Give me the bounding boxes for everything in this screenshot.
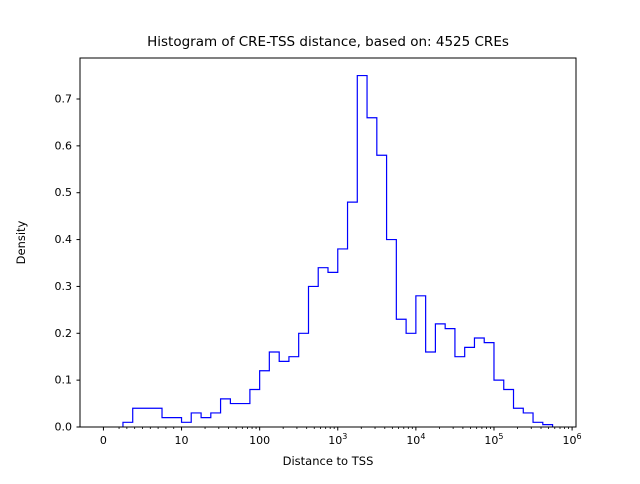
y-tick-label: 0.0 xyxy=(55,421,73,434)
y-tick-label: 0.6 xyxy=(55,139,73,152)
plot-area: 0 10 100 103 104 105 106 0.0 0.1 0.2 0.3 0.4 0.5 0.6 0… xyxy=(55,57,582,447)
x-tick-label: 104 xyxy=(406,432,425,447)
y-tick-label: 0.4 xyxy=(55,233,73,246)
plot-border xyxy=(79,57,577,428)
chart-title: Histogram of CRE-TSS distance, based on:… xyxy=(147,34,509,50)
y-tick-label: 0.2 xyxy=(55,327,73,340)
y-axis-label: Density xyxy=(14,220,28,264)
y-tick-label: 0.1 xyxy=(55,374,73,387)
histogram-step-line xyxy=(122,74,554,427)
y-tick-label: 0.7 xyxy=(55,93,73,106)
y-tick-label: 0.3 xyxy=(55,280,73,293)
x-tick-label: 106 xyxy=(563,432,582,447)
x-tick-label: 105 xyxy=(484,432,503,447)
x-tick-label: 10 xyxy=(175,434,189,447)
x-axis-label: Distance to TSS xyxy=(283,454,374,468)
y-tick-label: 0.5 xyxy=(55,186,73,199)
x-tick-label: 103 xyxy=(328,432,347,447)
x-tick-label: 0 xyxy=(100,434,107,447)
x-tick-label: 100 xyxy=(249,434,270,447)
